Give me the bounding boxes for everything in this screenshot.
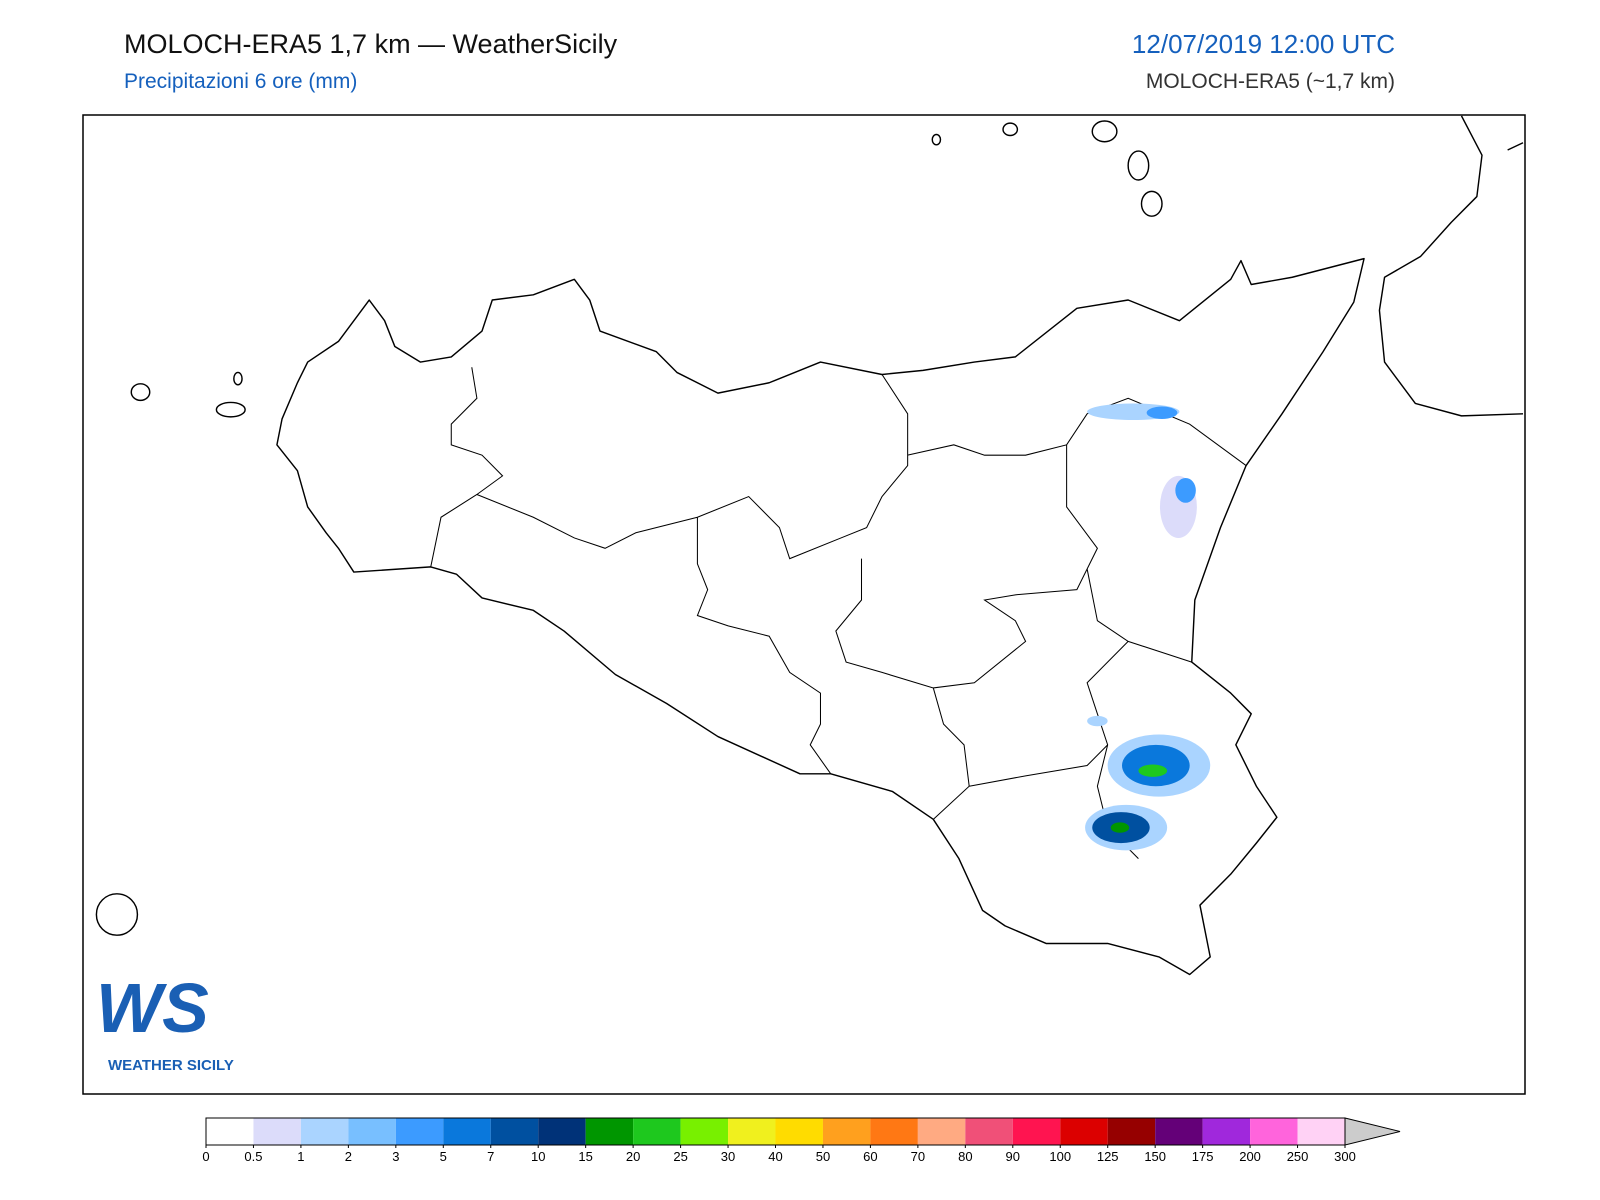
colorbar-segment — [253, 1118, 301, 1145]
pantelleria — [95, 893, 139, 936]
colorbar-tick-label: 30 — [721, 1149, 735, 1164]
island — [1091, 120, 1118, 143]
island — [931, 133, 942, 146]
colorbar-tick-label: 40 — [768, 1149, 782, 1164]
colorbar-segment — [585, 1118, 634, 1145]
rain-area — [1175, 477, 1196, 503]
colorbar-tick-label: 70 — [911, 1149, 925, 1164]
colorbar-segment — [1107, 1118, 1156, 1145]
colorbar-segment — [633, 1118, 681, 1145]
colorbar-segment — [1202, 1118, 1251, 1145]
colorbar-tick-label: 1 — [297, 1149, 304, 1164]
colorbar-segment — [1060, 1118, 1108, 1145]
colorbar-segment — [965, 1118, 1013, 1145]
colorbar-segment — [1155, 1118, 1203, 1145]
logo-text: WEATHER SICILY — [108, 1057, 234, 1074]
colorbar-segment — [1297, 1118, 1345, 1145]
rain-area — [1110, 822, 1130, 833]
rain-area — [1087, 715, 1108, 727]
title: MOLOCH-ERA5 1,7 km — WeatherSicily — [124, 29, 618, 59]
colorbar-segment — [395, 1118, 444, 1145]
colorbar-tick-label: 3 — [392, 1149, 399, 1164]
island — [130, 383, 151, 402]
colorbar-segment — [300, 1118, 349, 1145]
boundaries — [430, 367, 1247, 860]
island — [215, 401, 246, 418]
colorbar-segment — [206, 1118, 254, 1145]
colorbar-extend — [1344, 1117, 1401, 1146]
colorbar-tick-label: 300 — [1334, 1149, 1356, 1164]
colorbar-tick-label: 50 — [816, 1149, 830, 1164]
coast — [1507, 142, 1524, 151]
colorbar-tick-label: 2 — [345, 1149, 352, 1164]
logo-letters: WS — [96, 969, 209, 1047]
colorbar-tick-label: 125 — [1097, 1149, 1119, 1164]
colorbar-tick-label: 200 — [1239, 1149, 1261, 1164]
colorbar-segment — [490, 1118, 539, 1145]
subtitle: Precipitazioni 6 ore (mm) — [124, 70, 357, 93]
colorbar-tick-label: 20 — [626, 1149, 640, 1164]
colorbar-tick-label: 0 — [202, 1149, 209, 1164]
rain-area — [1146, 406, 1178, 419]
colorbar-segment — [443, 1118, 491, 1145]
calabria — [1378, 115, 1524, 417]
map-frame — [82, 114, 1526, 1095]
colorbar-tick-label: 5 — [440, 1149, 447, 1164]
colorbar-segment — [775, 1118, 823, 1145]
colorbar-segment — [348, 1118, 396, 1145]
model: MOLOCH-ERA5 (~1,7 km) — [1146, 70, 1395, 93]
colorbar-segment — [822, 1118, 871, 1145]
map — [95, 115, 1524, 976]
colorbar: 0 0.5 1 2 3 5 7 10 15 20 25 30 40 50 60 70 80 90 100 125 150… — [202, 1117, 1401, 1164]
colorbar-segment — [870, 1118, 918, 1145]
colorbar-tick-label: 80 — [958, 1149, 972, 1164]
colorbar-tick-label: 0.5 — [244, 1149, 262, 1164]
colorbar-tick-label: 175 — [1192, 1149, 1214, 1164]
island — [1140, 190, 1163, 217]
island — [233, 371, 243, 386]
island — [1002, 122, 1019, 137]
colorbar-segment — [1250, 1118, 1298, 1145]
rain-area — [1138, 764, 1168, 777]
date: 12/07/2019 12:00 UTC — [1132, 29, 1395, 59]
colorbar-segment — [728, 1118, 776, 1145]
colorbar-tick-label: 10 — [531, 1149, 545, 1164]
island — [1127, 150, 1150, 181]
colorbar-segment — [1012, 1118, 1061, 1145]
precipitation — [1085, 403, 1211, 851]
colorbar-tick-label: 25 — [673, 1149, 687, 1164]
colorbar-segment — [538, 1118, 586, 1145]
colorbar-tick-label: 150 — [1144, 1149, 1166, 1164]
logo: WS WEATHER SICILY — [96, 969, 234, 1074]
colorbar-tick-label: 90 — [1006, 1149, 1020, 1164]
colorbar-segment — [680, 1118, 729, 1145]
colorbar-tick-label: 60 — [863, 1149, 877, 1164]
colorbar-segment — [917, 1118, 966, 1145]
colorbar-tick-label: 7 — [487, 1149, 494, 1164]
colorbar-tick-label: 100 — [1049, 1149, 1071, 1164]
colorbar-tick-label: 15 — [578, 1149, 592, 1164]
colorbar-tick-label: 250 — [1287, 1149, 1309, 1164]
sicily — [276, 257, 1365, 976]
